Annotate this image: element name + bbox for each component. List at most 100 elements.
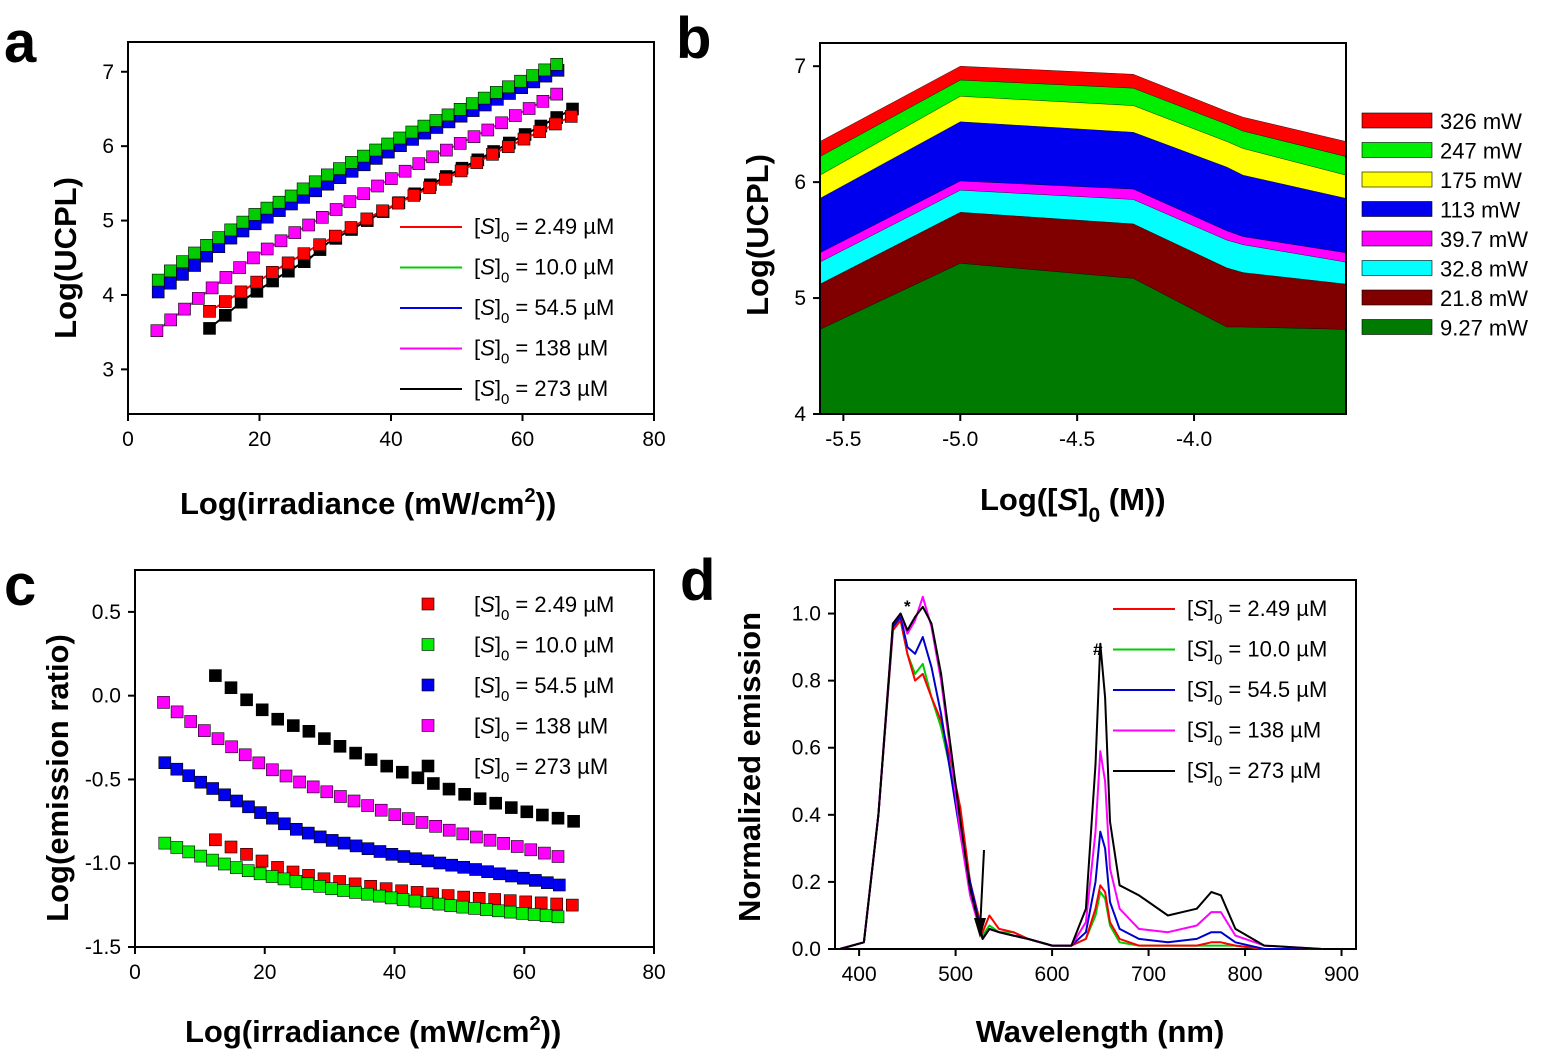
data-point [219,271,233,284]
xlabel-c: Log(irradiance (mW/cm2)) [185,1013,561,1049]
legend-swatch [421,759,435,773]
data-point [255,854,269,868]
x-tick-label-d: 400 [842,963,877,986]
series-c-3 [157,696,565,863]
data-point [344,221,358,234]
data-point [467,130,481,143]
xlabel-a: Log(irradiance (mW/cm2)) [180,485,556,521]
data-point [432,897,446,911]
data-point [219,308,232,322]
data-point [349,746,362,760]
series-a-2 [151,64,565,299]
data-point [325,834,339,847]
data-point [381,137,395,151]
data-point [320,785,334,799]
data-point [376,204,389,218]
data-point [412,157,426,170]
chart-d: 400 500 600 700 800 900 0.0 0.2 0.4 0.6 0.8 1.0 [S]0… [792,579,1359,986]
y-tick-label-d: 1.0 [792,603,821,626]
data-point [301,826,315,840]
data-point [301,877,315,891]
data-point [551,850,565,863]
legend-label: [S]0 = 10.0 µM [474,633,614,665]
data-point [504,801,518,814]
legend-entry-b: 175 mW [1361,168,1522,193]
x-tick-label-c: 20 [253,961,276,984]
legend-swatch [1361,142,1433,158]
data-point [297,247,311,260]
data-point [564,110,578,123]
data-point [360,212,374,226]
data-point [170,841,184,854]
series-a-0 [203,110,578,318]
ylabel-c: Log(emission ratio) [40,634,75,922]
data-point [265,870,279,883]
data-point [458,787,471,801]
xlabel-b: Log([S]0 (M)) [980,482,1166,527]
data-point [313,238,326,251]
spectrum-line-4 [839,605,1323,950]
chart-b: -5.5 -5.0 -4.5 -4.0 4 5 6 7 326 mW 247 mW 175 mW 11… [794,42,1528,451]
data-point [271,712,285,726]
data-point [517,871,530,885]
y-tick-label-a: 5 [102,210,114,233]
data-point [343,195,357,208]
legend-label: 247 mW [1440,139,1522,164]
data-point [234,285,248,299]
data-point [184,715,197,728]
legend-label: 326 mW [1440,109,1522,134]
plot-frame-d [834,579,1357,950]
xlabel-d: Wavelength (nm) [976,1014,1225,1049]
data-point [551,811,565,825]
legend-entry-c: [S]0 = 54.5 µM [421,673,614,705]
legend-label: [S]0 = 54.5 µM [474,295,614,327]
data-point [247,251,260,265]
data-point [158,756,172,770]
data-point [151,285,165,299]
data-point [550,897,564,911]
data-point [333,739,347,753]
data-point [313,830,327,844]
data-point [444,899,458,913]
data-point [503,894,517,908]
data-point [407,189,421,202]
data-point [176,255,189,268]
data-point [373,845,387,858]
data-point [374,803,388,817]
y-tick-label-c: 0.0 [92,685,121,708]
data-point [397,850,411,863]
legend-swatch [1361,112,1433,129]
data-point [426,150,439,164]
series-a-1 [151,57,564,287]
data-point [278,817,291,831]
legend-entry-b: 39.7 mW [1361,227,1528,252]
data-point [549,117,562,131]
data-point [364,753,378,766]
series-c-1 [158,836,565,924]
data-point [188,246,201,260]
data-point [206,782,219,795]
legend-label: [S]0 = 273 µM [474,376,608,408]
legend-swatch [1361,260,1433,276]
legend-label: [S]0 = 138 µM [474,336,608,368]
data-point [274,234,288,248]
legend-entry-c: [S]0 = 10.0 µM [421,633,614,665]
legend-swatch [1361,289,1433,306]
legend-label: [S]0 = 10.0 µM [1187,637,1327,669]
data-point [486,148,499,161]
x-tick-label-d: 900 [1324,963,1359,986]
data-point [429,819,442,833]
data-point [233,261,246,274]
data-point [302,218,315,232]
data-point [238,748,252,762]
data-point [293,775,306,789]
legend-entry-b: 247 mW [1361,139,1522,164]
data-point [284,189,298,203]
data-point [391,196,405,210]
y-tick-label-d: 0.2 [792,871,821,894]
data-point [361,799,374,812]
data-point [465,97,479,110]
data-point [255,703,269,717]
data-point [289,822,303,836]
